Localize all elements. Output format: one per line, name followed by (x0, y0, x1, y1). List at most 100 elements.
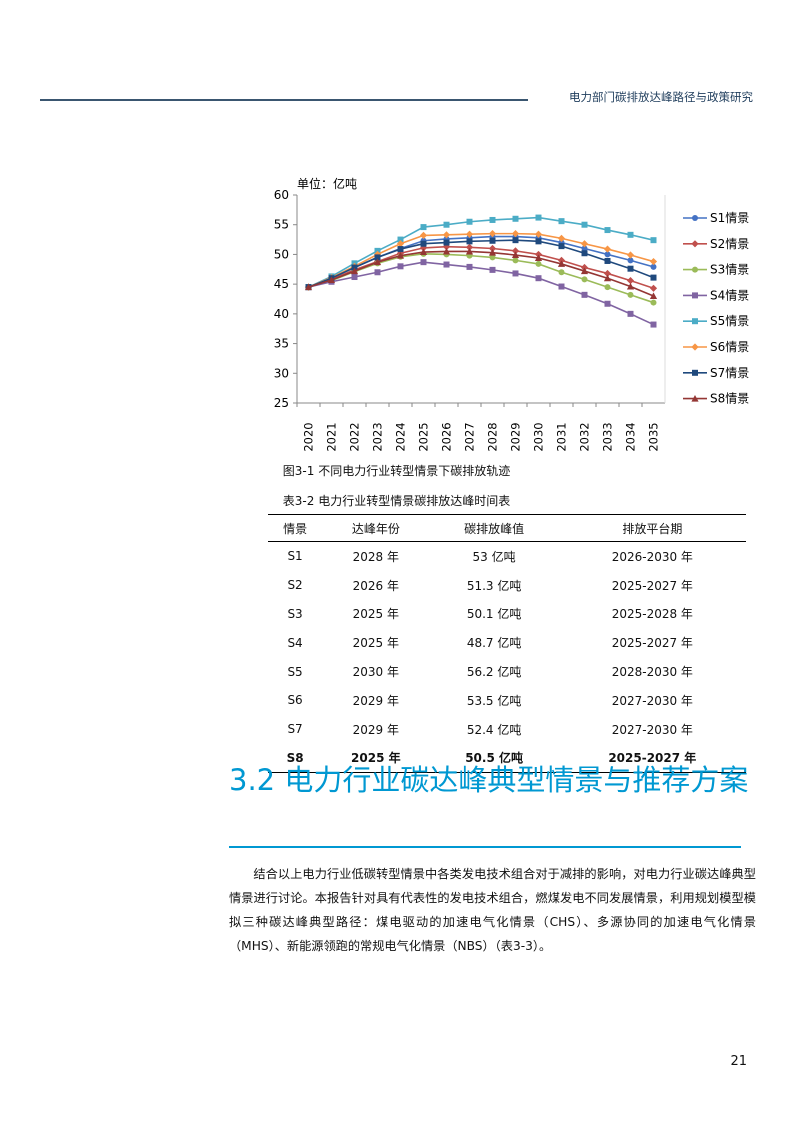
x-tick-label: 2033 (601, 422, 615, 451)
data-point (397, 263, 404, 270)
cell-scenario: S4 (287, 635, 303, 650)
data-point (373, 258, 382, 266)
table-header-row: 情景 达峰年份 碳排放峰值 排放平台期 (268, 514, 746, 542)
data-point (512, 215, 519, 222)
data-point (557, 234, 566, 242)
data-point (488, 249, 497, 256)
data-point (465, 230, 474, 238)
data-point (327, 276, 336, 283)
data-point (350, 267, 359, 275)
data-point (649, 284, 658, 292)
y-tick-label: 40 (274, 307, 289, 321)
data-point (442, 231, 451, 239)
data-point (465, 247, 474, 255)
data-point (396, 252, 405, 259)
x-tick-label: 2031 (555, 422, 569, 451)
series-line (308, 245, 654, 290)
data-point (512, 237, 519, 244)
table-row: S1 2028 年 53 亿吨 2026-2030 年 (268, 542, 746, 571)
series-line (308, 253, 654, 304)
legend-label: S7情景 (710, 366, 749, 380)
series-8 (304, 247, 658, 300)
cell-peak-value: 48.7 亿吨 (466, 636, 522, 651)
legend-marker (691, 240, 699, 248)
cell-scenario: S8 (268, 743, 323, 774)
data-point (650, 263, 657, 270)
data-point (604, 227, 611, 234)
x-tick-label: 2028 (486, 422, 500, 451)
legend-label: S1情景 (710, 211, 749, 225)
figure-caption: 图3-1 不同电力行业转型情景下碳排放轨迹 (282, 464, 511, 478)
data-point (465, 243, 474, 251)
body-paragraph: 结合以上电力行业低碳转型情景中各类发电技术组合对于减排的影响，对电力行业碳达峰典… (229, 867, 756, 953)
series-4 (305, 259, 657, 328)
data-point (603, 274, 612, 282)
data-point (442, 247, 451, 255)
table-row: S3 2025 年 50.1 亿吨 2025-2028 年 (268, 600, 746, 629)
data-point (558, 243, 565, 250)
cell-peak-year: 2029 年 (352, 722, 400, 737)
data-point (581, 276, 588, 283)
data-point (650, 321, 657, 328)
data-point (489, 237, 496, 244)
data-point (649, 257, 658, 266)
y-tick-label: 60 (274, 188, 289, 202)
y-tick-label: 45 (274, 277, 289, 291)
legend-item: S1情景 (683, 211, 749, 225)
legend-label: S4情景 (710, 288, 749, 302)
legend-item: S2情景 (683, 237, 749, 251)
data-point (581, 245, 588, 252)
legend-marker (691, 343, 699, 351)
x-tick-label: 2026 (440, 422, 454, 451)
cell-scenario: S3 (287, 606, 303, 621)
data-point (397, 246, 404, 253)
data-point (488, 230, 497, 238)
col-header-peak-year: 达峰年份 (322, 514, 430, 542)
cell-peak-year: 2029 年 (352, 693, 400, 708)
cell-peak-value: 51.3 亿吨 (466, 578, 522, 593)
cell-peak-value: 53.5 亿吨 (466, 693, 522, 708)
running-header: 电力部门碳排放达峰路径与政策研究 (569, 90, 753, 104)
emission-line-chart: 单位：亿吨 25 30 35 40 45 50 55 60 2020 2021 2022 2023 20… (274, 176, 750, 452)
x-tick-label: 2034 (624, 422, 638, 451)
legend-marker (692, 318, 698, 325)
data-point (558, 283, 565, 290)
x-tick-label: 2023 (371, 422, 385, 451)
legend-item: S5情景 (683, 314, 749, 328)
data-point (304, 283, 313, 291)
data-point (443, 221, 450, 228)
data-point (581, 250, 588, 257)
legend-marker (692, 215, 698, 221)
x-tick-label: 2030 (532, 422, 546, 451)
cell-plateau: 2027-2030 年 (611, 722, 693, 737)
page-number: 21 (730, 1054, 747, 1069)
series-line (308, 216, 654, 288)
x-tick-label: 2032 (578, 422, 592, 451)
table-caption: 表3-2 电力行业转型情景碳排放达峰时间表 (282, 494, 511, 508)
section-heading: 3.2 电力行业碳达峰典型情景与推荐方案 (229, 763, 749, 797)
series-line (308, 261, 654, 326)
x-tick-label: 2021 (325, 422, 339, 451)
x-tick-label: 2020 (302, 422, 316, 451)
legend-label: S2情景 (710, 237, 749, 251)
data-point (581, 291, 588, 298)
cell-peak-year: 2025 年 (352, 636, 400, 651)
data-point (626, 282, 635, 290)
cell-plateau: 2025-2028 年 (611, 607, 693, 622)
table-row: S2 2026 年 51.3 亿吨 2025-2027 年 (268, 571, 746, 600)
data-point (626, 276, 635, 285)
data-point (649, 292, 658, 300)
data-point (580, 240, 589, 248)
x-tick-label: 2025 (417, 422, 431, 451)
data-point (535, 214, 542, 221)
x-tick-label: 2029 (509, 422, 523, 451)
cell-scenario: S7 (287, 722, 303, 737)
cell-plateau: 2025-2027 年 (611, 578, 693, 593)
data-point (534, 254, 543, 261)
legend-label: S6情景 (710, 340, 749, 354)
series-6 (304, 230, 658, 291)
y-tick-label: 35 (274, 337, 289, 351)
data-point (650, 299, 657, 306)
data-point (374, 254, 381, 261)
legend-marker (692, 266, 698, 273)
